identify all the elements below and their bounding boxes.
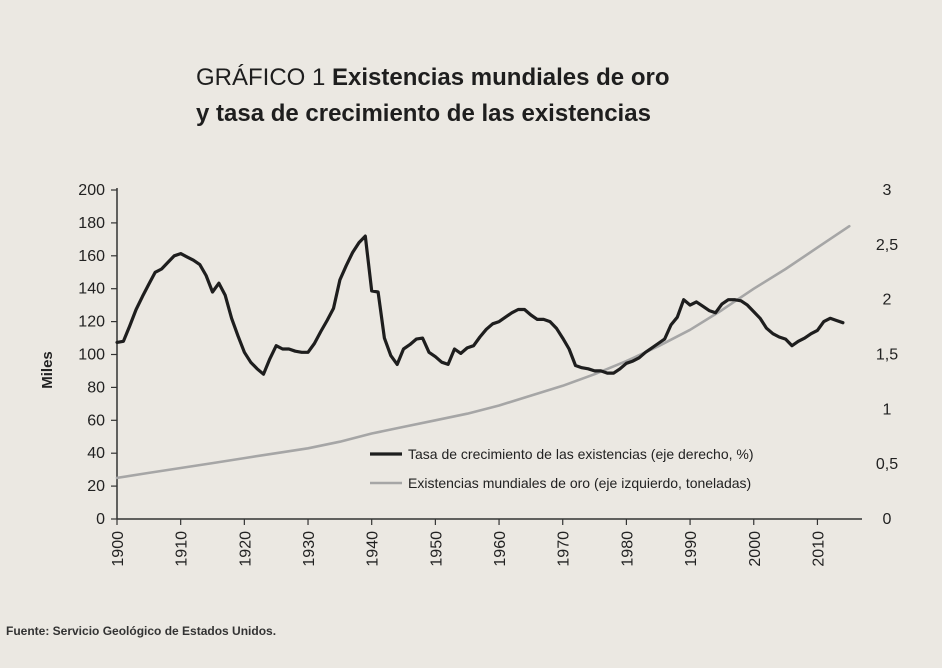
y-left-tick-label: 20 xyxy=(87,478,105,495)
figure-label: GRÁFICO 1 xyxy=(196,64,326,91)
y-left-tick-label: 0 xyxy=(96,511,105,528)
y-axis-label: Miles xyxy=(39,351,56,389)
y-left-tick-label: 60 xyxy=(87,412,105,429)
title-line-1: GRÁFICO 1 Existencias mundiales de oro xyxy=(196,60,669,96)
y-right-tick-label: 1 xyxy=(883,401,892,418)
y-right-tick-label: 0,5 xyxy=(876,456,898,473)
legend-label-stocks: Existencias mundiales de oro (eje izquie… xyxy=(408,475,751,491)
y-right-tick-label: 0 xyxy=(883,511,892,528)
title-line-2: y tasa de crecimiento de las existencias xyxy=(196,100,651,127)
x-tick-label: 1920 xyxy=(237,531,254,567)
x-tick-label: 1990 xyxy=(683,531,700,567)
y-right-tick-label: 3 xyxy=(883,182,892,199)
x-tick-label: 1900 xyxy=(110,531,127,567)
x-tick-label: 1960 xyxy=(492,531,509,567)
x-tick-label: 1970 xyxy=(556,531,573,567)
legend-label-growth: Tasa de crecimiento de las existencias (… xyxy=(408,446,754,462)
x-tick-label: 2010 xyxy=(810,531,827,567)
growth-rate-line xyxy=(115,234,845,376)
series-group xyxy=(115,224,851,480)
y-right-tick-label: 2 xyxy=(883,292,892,309)
y-right-tick-label: 1,5 xyxy=(876,347,898,364)
y-left-tick-label: 200 xyxy=(78,182,105,199)
source-note: Fuente: Servicio Geológico de Estados Un… xyxy=(6,624,277,638)
y-left-tick-label: 100 xyxy=(78,347,105,364)
x-tick-label: 1930 xyxy=(301,531,318,567)
chart-title: GRÁFICO 1 Existencias mundiales de oro y… xyxy=(196,60,669,132)
axes-group: 02040608010012014016018020000,511,522,53… xyxy=(39,182,898,567)
y-left-tick-label: 180 xyxy=(78,215,105,232)
x-tick-label: 1940 xyxy=(365,531,382,567)
y-left-tick-label: 140 xyxy=(78,281,105,298)
legend: Tasa de crecimiento de las existencias (… xyxy=(370,446,754,491)
y-right-tick-label: 2,5 xyxy=(876,237,898,254)
y-left-tick-label: 120 xyxy=(78,314,105,331)
x-tick-label: 1910 xyxy=(174,531,191,567)
title-main: Existencias mundiales de oro xyxy=(332,64,670,91)
gold-stocks-line xyxy=(115,224,851,480)
y-left-tick-label: 160 xyxy=(78,248,105,265)
y-left-tick-label: 80 xyxy=(87,379,105,396)
x-tick-label: 2000 xyxy=(747,531,764,567)
x-tick-label: 1980 xyxy=(619,531,636,567)
y-left-tick-label: 40 xyxy=(87,445,105,462)
x-tick-label: 1950 xyxy=(428,531,445,567)
